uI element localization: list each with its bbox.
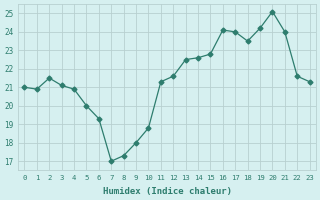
X-axis label: Humidex (Indice chaleur): Humidex (Indice chaleur) bbox=[102, 187, 232, 196]
